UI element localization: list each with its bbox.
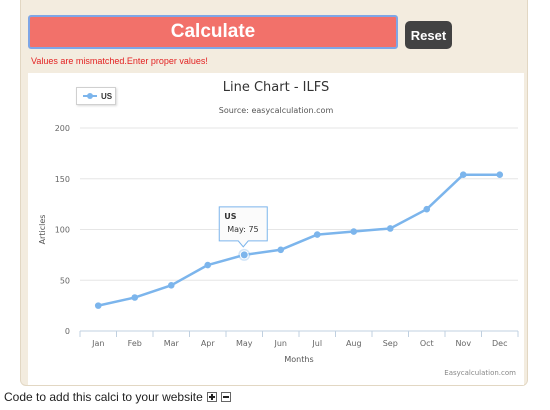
y-axis-title: Articles — [38, 215, 47, 245]
plus-box-icon[interactable] — [206, 392, 217, 402]
minus-box-icon[interactable] — [220, 392, 231, 402]
data-point — [386, 225, 394, 232]
series-line-us — [97, 173, 500, 307]
y-tick-label: 150 — [55, 175, 70, 184]
y-tick-label: 50 — [60, 276, 70, 285]
chart-credit[interactable]: Easycalculation.com — [444, 369, 516, 377]
data-point — [313, 231, 321, 238]
data-point — [496, 171, 504, 178]
x-tick-label: Apr — [201, 339, 216, 348]
x-tick-label: Dec — [492, 339, 507, 348]
hover-point — [239, 250, 249, 260]
x-tick-label: Oct — [420, 339, 434, 348]
error-message: Values are mismatched.Enter proper value… — [31, 56, 208, 66]
x-tick-label: Nov — [455, 339, 471, 348]
y-tick-label: 100 — [55, 226, 70, 235]
tooltip-value: May: 75 — [227, 225, 258, 234]
data-point — [423, 205, 431, 213]
embed-code-text: Code to add this calci to your website — [4, 390, 203, 404]
data-point — [350, 228, 358, 235]
reset-button[interactable]: Reset — [405, 21, 452, 49]
chart-legend[interactable]: US — [76, 87, 116, 105]
x-tick-label: Sep — [383, 339, 398, 348]
x-tick-label: May — [236, 339, 253, 348]
y-tick-label: 200 — [55, 124, 70, 133]
legend-label-us: US — [101, 91, 113, 101]
x-tick-label: Feb — [128, 339, 142, 348]
data-point — [131, 294, 139, 301]
data-point — [94, 302, 102, 309]
data-point — [459, 171, 467, 178]
line-chart: 0 50 100 150 200 Jan Feb Mar Apr May Jun Jul Aug Sep O… — [28, 73, 524, 385]
chart-title: Line Chart - ILFS — [222, 80, 330, 95]
calculate-button[interactable]: Calculate — [28, 15, 398, 49]
tooltip-box — [218, 206, 268, 248]
chart-canvas: 0 50 100 150 200 Jan Feb Mar Apr May Jun Jul Aug Sep O… — [38, 124, 519, 364]
x-axis-title: Months — [284, 355, 313, 364]
data-point — [167, 282, 175, 289]
x-tick-label: Aug — [346, 339, 362, 348]
x-tick-label: Jun — [274, 339, 288, 348]
legend-line-icon — [83, 92, 97, 100]
data-point — [277, 246, 285, 254]
x-tick-label: Mar — [164, 339, 180, 348]
x-tick-label: Jan — [91, 339, 104, 348]
x-tick-label: Jul — [311, 339, 322, 348]
chart-subtitle: Source: easycalculation.com — [218, 106, 334, 115]
data-point — [204, 261, 212, 269]
tooltip-series: US — [224, 212, 236, 221]
y-tick-label: 0 — [65, 327, 70, 336]
embed-code-row: Code to add this calci to your website — [4, 390, 231, 404]
